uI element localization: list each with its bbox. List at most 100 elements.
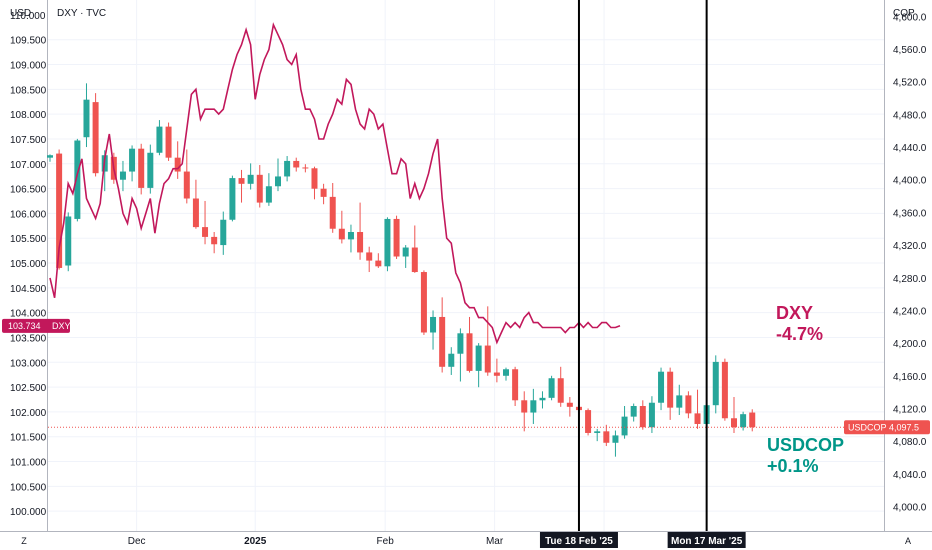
x-tick-label: Mar [486,536,504,547]
date-marker-tag-bg [539,532,618,548]
candle-body [129,148,136,172]
usdcop-last-value-tag: USDCOP 4,097.5 [844,420,930,435]
left-tick-label: 100.000 [10,507,47,518]
candle-body [630,406,637,417]
left-axis-ticks: 109.500 109.000 108.500 108.000 107.500 107.0… [10,11,47,518]
candle-body [484,345,491,373]
zoom-reset-button[interactable]: Z [17,534,31,547]
left-tick-label: 106.000 [10,209,47,220]
usdcop-tag-name: USDCOP [848,422,887,432]
usdcop-candle [83,83,90,148]
candle-body [56,153,63,268]
left-tick-label: 105.000 [10,259,47,270]
usdcop-candle [183,149,190,204]
usdcop-candle [630,403,637,422]
usdcop-candle [448,347,455,375]
candle-body [211,236,218,245]
usdcop-candle [512,366,519,407]
candle-body [740,414,747,428]
candle-body [393,218,400,257]
usdcop-candle [238,169,245,203]
candle-body [658,371,665,403]
usdcop-candle [156,120,163,156]
left-tick-label: 108.500 [10,85,47,96]
usdcop-candle [174,141,181,179]
right-tick-label: 4,400.0 [893,176,927,187]
candle-body [183,171,190,199]
left-tick-label: 102.500 [10,383,47,394]
usdcop-candle [256,165,263,208]
usdcop-candle [466,316,473,373]
candle-body [439,316,446,367]
plot-area[interactable] [48,0,884,531]
usdcop-candle [320,183,327,205]
left-tick-label: 107.500 [10,135,47,146]
date-marker-lines [577,0,708,531]
candle-body [229,178,236,220]
right-tick-label: 4,480.0 [893,110,927,121]
candle-body [503,369,509,376]
dxy-change-annotation: DXY -4.7% [776,303,824,344]
candle-body [475,345,482,371]
usdcop-candle [594,428,601,442]
date-marker-label: Mon 17 Mar '25 [671,536,743,547]
candle-body [402,247,409,257]
right-tick-label: 4,240.0 [893,306,927,317]
usdcop-candle [676,384,683,415]
right-tick-label: 4,440.0 [893,143,927,154]
candle-body [311,168,318,189]
candle-body [548,378,555,398]
right-tick-label: 4,280.0 [893,274,927,285]
right-axis-ticks: 4,600.0 4,560.0 4,520.0 4,480.0 4,440.0 4,400… [893,12,927,513]
left-tick-label: 107.000 [10,160,47,171]
usdcop-candle [402,245,409,268]
right-tick-label: 4,560.0 [893,45,927,56]
usdcop-candle [411,225,418,273]
candle-body [119,171,126,180]
candle-body [612,435,619,443]
left-tick-label: 109.500 [10,36,47,47]
right-tick-label: 4,600.0 [893,12,927,23]
candle-body [457,333,464,354]
left-axis-label: USD [10,8,31,19]
x-axis-ticks: Dec2025FebMarApr [128,536,613,547]
date-marker-tags: Tue 18 Feb '25 Mon 17 Mar '25 [539,532,746,548]
candle-body [47,155,53,158]
auto-scale-button[interactable]: A [901,534,915,547]
left-tick-label: 104.000 [10,309,47,320]
usdcop-candle [731,397,737,433]
candle-body [639,406,646,428]
candle-body [293,160,300,168]
candle-body [694,413,701,424]
dxy-last-value-tag: 103.734 DXY [2,318,71,333]
candle-body [83,99,90,138]
usdcop-candle [311,166,318,200]
candle-body [530,400,537,413]
candle-body [721,361,728,419]
zoom-reset-label: Z [21,536,27,546]
dxy-series-line [49,22,621,345]
candle-body [202,227,209,237]
usdcop-candle [621,406,628,439]
symbol-label: DXY · TVC [57,8,106,19]
right-tick-label: 4,320.0 [893,241,927,252]
candle-body [247,174,254,184]
candle-body [138,148,145,188]
usdcop-candle [749,409,756,432]
candle-body [165,126,172,158]
candle-body [220,219,227,246]
candle-body [685,395,692,414]
date-marker-tag: Tue 18 Feb '25 [539,532,618,548]
date-marker-tag: Mon 17 Mar '25 [667,532,746,548]
candle-body [411,247,418,273]
usdcop-candle [639,400,646,430]
right-axis-label: COP [893,8,915,19]
usdcop-candle [247,163,254,190]
candle-body [74,140,81,219]
x-tick-label: Feb [377,536,395,547]
left-tick-label: 102.000 [10,408,47,419]
usdcop-candle [129,145,136,182]
candle-body [603,431,610,443]
